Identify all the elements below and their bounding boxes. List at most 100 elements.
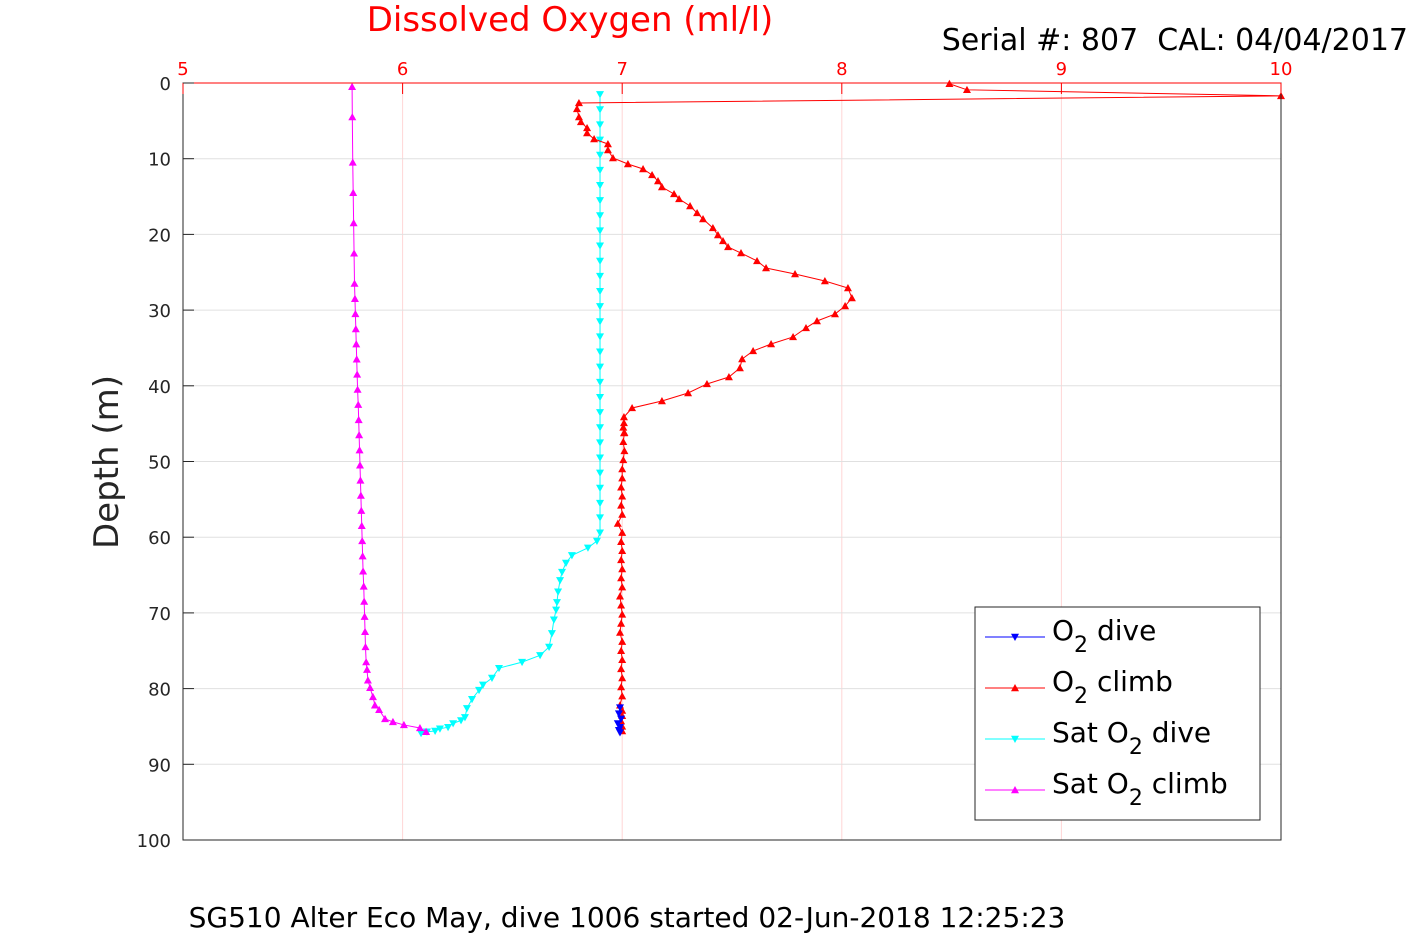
data-point-o2-climb (653, 177, 662, 185)
data-point-sat-o2-climb (349, 188, 358, 196)
data-point-sat-o2-dive (460, 714, 469, 722)
data-point-sat-o2-climb (354, 400, 363, 408)
data-point-sat-o2-dive (596, 454, 605, 462)
legend-item-o2-dive: O2 dive (985, 614, 1156, 658)
data-point-sat-o2-dive (536, 652, 545, 660)
series-o2-dive (613, 704, 626, 737)
data-point-o2-climb (812, 317, 821, 325)
data-point-o2-climb (618, 564, 627, 573)
data-point-sat-o2-dive (596, 106, 605, 114)
data-point-sat-o2-dive (462, 705, 471, 713)
data-point-sat-o2-climb (353, 385, 362, 393)
data-point-o2-climb (762, 264, 771, 272)
legend-label-sub: 2 (1074, 633, 1088, 658)
data-point-sat-o2-climb (348, 82, 357, 90)
data-point-sat-o2-climb (360, 612, 369, 620)
data-point-o2-climb (619, 455, 628, 464)
data-point-sat-o2-dive (556, 577, 565, 585)
x-axis-ticks: 5 6 7 8 9 10 (177, 59, 1292, 94)
data-point-sat-o2-climb (359, 582, 368, 590)
data-point-o2-climb (699, 215, 708, 223)
data-point-sat-o2-dive (552, 606, 561, 614)
data-point-sat-o2-climb (350, 249, 359, 257)
data-point-o2-climb (618, 655, 627, 664)
legend-label-rest: dive (1143, 716, 1211, 749)
data-point-sat-o2-climb (355, 431, 364, 439)
data-point-o2-climb (617, 664, 626, 673)
data-point-o2-climb (724, 242, 733, 251)
y-tick-label: 80 (148, 680, 171, 701)
data-point-o2-climb (675, 194, 684, 203)
data-point-o2-climb (617, 619, 626, 627)
data-point-o2-climb (590, 135, 599, 143)
data-point-sat-o2-climb (370, 701, 379, 709)
data-point-o2-climb (603, 145, 612, 154)
data-point-sat-o2-climb (368, 692, 377, 701)
x-tick-label: 8 (836, 59, 847, 80)
series-sat-o2-climb (348, 82, 431, 735)
y-tick-label: 10 (148, 150, 171, 171)
data-point-o2-climb (618, 465, 627, 473)
data-point-o2-climb (576, 117, 585, 126)
data-point-o2-climb (618, 510, 627, 518)
y-axis-label: Depth (m) (87, 375, 127, 549)
data-point-o2-climb (737, 249, 746, 257)
y-tick-label: 60 (148, 528, 171, 549)
x-tick-label: 9 (1056, 59, 1067, 80)
data-point-o2-climb (617, 601, 626, 609)
data-point-o2-climb (583, 123, 592, 132)
data-point-sat-o2-climb (399, 720, 408, 729)
data-point-sat-o2-climb (363, 676, 372, 684)
y-tick-label: 100 (137, 831, 171, 852)
series-line-sat-o2-dive (420, 94, 601, 734)
data-point-sat-o2-dive (449, 720, 458, 728)
data-point-o2-climb (620, 446, 629, 455)
legend-item-o2-climb: O2 climb (985, 665, 1173, 709)
data-point-sat-o2-dive (547, 630, 556, 638)
data-point-sat-o2-climb (352, 355, 361, 363)
series-line-o2-climb (576, 83, 1282, 731)
legend-label-sub: 2 (1074, 684, 1088, 709)
data-point-sat-o2-dive (596, 409, 605, 417)
legend-marker-o2-dive (1011, 633, 1019, 641)
data-point-sat-o2-dive (596, 424, 605, 432)
data-point-sat-o2-climb (348, 113, 357, 121)
data-point-o2-climb (791, 269, 800, 278)
data-point-sat-o2-climb (415, 723, 424, 732)
data-point-sat-o2-climb (366, 683, 375, 692)
y-tick-label: 40 (148, 377, 171, 398)
data-point-o2-climb (617, 555, 626, 564)
data-point-o2-climb (616, 592, 625, 600)
data-point-sat-o2-climb (362, 658, 371, 666)
data-point-o2-climb (572, 104, 581, 113)
data-point-sat-o2-dive (596, 333, 605, 341)
data-point-sat-o2-climb (361, 627, 370, 636)
series-sat-o2-dive (417, 91, 605, 738)
data-point-o2-climb (617, 501, 626, 509)
data-point-o2-climb (789, 332, 798, 341)
data-point-sat-o2-climb (358, 536, 367, 545)
data-point-sat-o2-dive (596, 484, 605, 492)
legend-label-rest: dive (1088, 614, 1156, 647)
data-point-o2-climb (574, 112, 583, 121)
legend-label-rest: climb (1088, 665, 1173, 698)
legend-label-o2-dive: O2 dive (1052, 614, 1156, 658)
data-point-sat-o2-dive (545, 643, 554, 651)
data-point-sat-o2-dive (596, 166, 605, 175)
y-tick-label: 90 (148, 755, 171, 776)
data-point-o2-climb (618, 528, 627, 536)
data-point-o2-climb (724, 373, 733, 381)
data-point-sat-o2-dive (554, 588, 563, 596)
data-point-o2-climb (617, 483, 626, 491)
data-point-o2-climb (613, 519, 622, 527)
data-point-o2-climb (830, 310, 839, 318)
data-point-sat-o2-dive (583, 544, 592, 552)
y-tick-label: 70 (148, 604, 171, 625)
data-point-o2-climb (713, 231, 722, 239)
data-point-o2-climb (820, 277, 829, 285)
data-point-sat-o2-climb (349, 219, 358, 227)
x-tick-label: 10 (1270, 59, 1293, 80)
legend-label-sub: 2 (1129, 735, 1143, 760)
data-point-sat-o2-dive (596, 227, 605, 235)
x-tick-label: 7 (616, 59, 627, 80)
